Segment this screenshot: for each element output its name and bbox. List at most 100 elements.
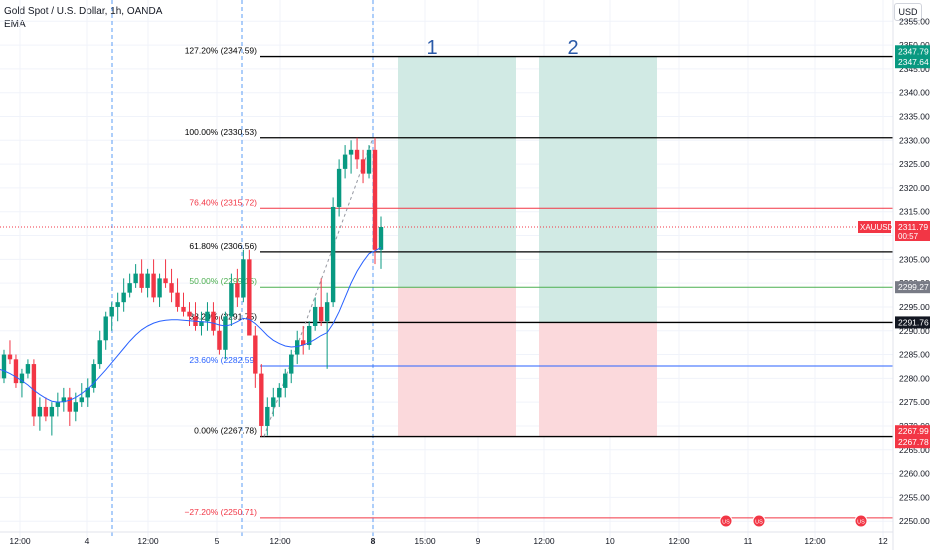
- time-tick-label: 4: [85, 536, 90, 546]
- candle-body: [229, 283, 234, 317]
- candle-body: [223, 316, 228, 350]
- price-tick-label: 2295.00: [899, 302, 930, 312]
- candle-body: [49, 406, 55, 417]
- price-tag-label: 2267.99: [898, 426, 929, 436]
- time-tick-label: 12:00: [137, 536, 159, 546]
- currency-label[interactable]: USD: [894, 3, 922, 21]
- indicator-label[interactable]: EMA: [4, 19, 26, 30]
- time-tick-label: 11: [744, 536, 753, 546]
- candle-body: [295, 340, 300, 355]
- time-tick-label: 12:00: [804, 536, 826, 546]
- candle-body: [127, 283, 132, 293]
- economic-event-label: US: [755, 520, 763, 526]
- price-tick-label: 2330.00: [899, 135, 930, 145]
- price-tick-label: 2260.00: [899, 469, 930, 479]
- profit-zone: [398, 56, 516, 288]
- price-tag: [895, 436, 930, 449]
- candle-body: [157, 278, 162, 298]
- candle-body: [67, 397, 73, 412]
- candle-body: [187, 311, 192, 317]
- candle-body: [103, 316, 108, 341]
- price-tag: [895, 316, 930, 329]
- fib-level-label: 100.00% (2330.53): [185, 127, 257, 137]
- candle-body: [181, 306, 186, 312]
- candle-body: [37, 406, 43, 417]
- candle-body: [199, 321, 204, 326]
- candle-body: [241, 259, 246, 298]
- candle-body: [61, 397, 67, 403]
- symbol-tag: [858, 221, 891, 234]
- candle-body: [97, 340, 102, 365]
- economic-event-icon: [854, 514, 868, 528]
- candle-body: [336, 168, 342, 207]
- candle-body: [145, 273, 150, 288]
- zone-label: 2: [567, 37, 578, 59]
- economic-event-icon: [752, 514, 766, 528]
- time-tick-label: 12:00: [668, 536, 690, 546]
- candle-body: [7, 354, 13, 360]
- candle-body: [175, 292, 180, 307]
- price-tag-label: 2299.27: [898, 282, 929, 292]
- candle-body: [301, 340, 306, 346]
- candle-body: [205, 311, 210, 322]
- economic-event-icon: [719, 514, 733, 528]
- price-tick-label: 2325.00: [899, 159, 930, 169]
- fib-level-label: 38.20% (2291.75): [189, 311, 257, 321]
- price-tick-label: 2315.00: [899, 207, 930, 217]
- candle-body: [306, 325, 312, 346]
- candle-body: [139, 273, 144, 288]
- candle-body: [91, 364, 96, 388]
- candle-body: [312, 306, 318, 326]
- fib-trendline: [263, 137, 374, 437]
- candle-body: [73, 402, 78, 412]
- price-tag: [895, 45, 930, 58]
- candle-body: [330, 206, 336, 303]
- time-tick-label: 9: [476, 536, 481, 546]
- zone-label: 1: [426, 37, 437, 59]
- time-tick-label: 5: [215, 536, 220, 546]
- price-tick-label: 2305.00: [899, 254, 930, 264]
- price-tick-label: 2250.00: [899, 516, 930, 526]
- candle-body: [13, 359, 19, 384]
- price-tag-label: 2291.76: [898, 317, 929, 327]
- economic-event-label: US: [857, 520, 865, 526]
- price-tick-label: 2340.00: [899, 88, 930, 98]
- time-tick-label: 12: [878, 536, 888, 546]
- price-tag-label: 2267.78: [898, 437, 929, 447]
- candle-body: [235, 283, 240, 298]
- price-tick-label: 2355.00: [899, 16, 930, 26]
- price-tag: [895, 56, 930, 69]
- price-tick-label: 2345.00: [899, 64, 930, 74]
- fib-level-label: 50.00% (2299.15): [189, 276, 257, 286]
- symbol-title[interactable]: Gold Spot / U.S. Dollar, 1h, OANDA: [4, 6, 163, 17]
- candle-body: [342, 154, 348, 169]
- price-tick-label: 2350.00: [899, 40, 930, 50]
- price-tick-label: 2335.00: [899, 112, 930, 122]
- candle-body: [55, 402, 61, 407]
- candle-body: [378, 227, 384, 250]
- profit-zone: [539, 56, 657, 323]
- candle-body: [115, 302, 120, 307]
- candle-body: [163, 278, 168, 284]
- current-price-value: 2311.79: [898, 222, 928, 232]
- time-tick-label: 12:00: [9, 536, 31, 546]
- fib-level-label: 23.60% (2282.59): [189, 355, 257, 365]
- fib-level-label: −27.20% (2250.71): [184, 507, 257, 517]
- candle-body: [265, 406, 270, 426]
- candle-body: [366, 149, 372, 174]
- price-tick-label: 2265.00: [899, 445, 930, 455]
- price-tag-label: 2347.64: [898, 57, 929, 67]
- time-tick-label: 12:00: [269, 536, 291, 546]
- candle-body: [253, 335, 258, 374]
- price-tick-label: 2255.00: [899, 492, 930, 502]
- candle-body: [79, 397, 84, 403]
- chart-header: Gold Spot / U.S. Dollar, 1h, OANDA EMA: [4, 5, 162, 31]
- candle-body: [277, 387, 282, 398]
- candle-body: [360, 159, 366, 174]
- price-tick-label: 2290.00: [899, 326, 930, 336]
- time-tick-label: 10: [605, 536, 615, 546]
- candle-body: [109, 306, 114, 317]
- candle-body: [19, 373, 25, 384]
- candle-body: [354, 149, 360, 160]
